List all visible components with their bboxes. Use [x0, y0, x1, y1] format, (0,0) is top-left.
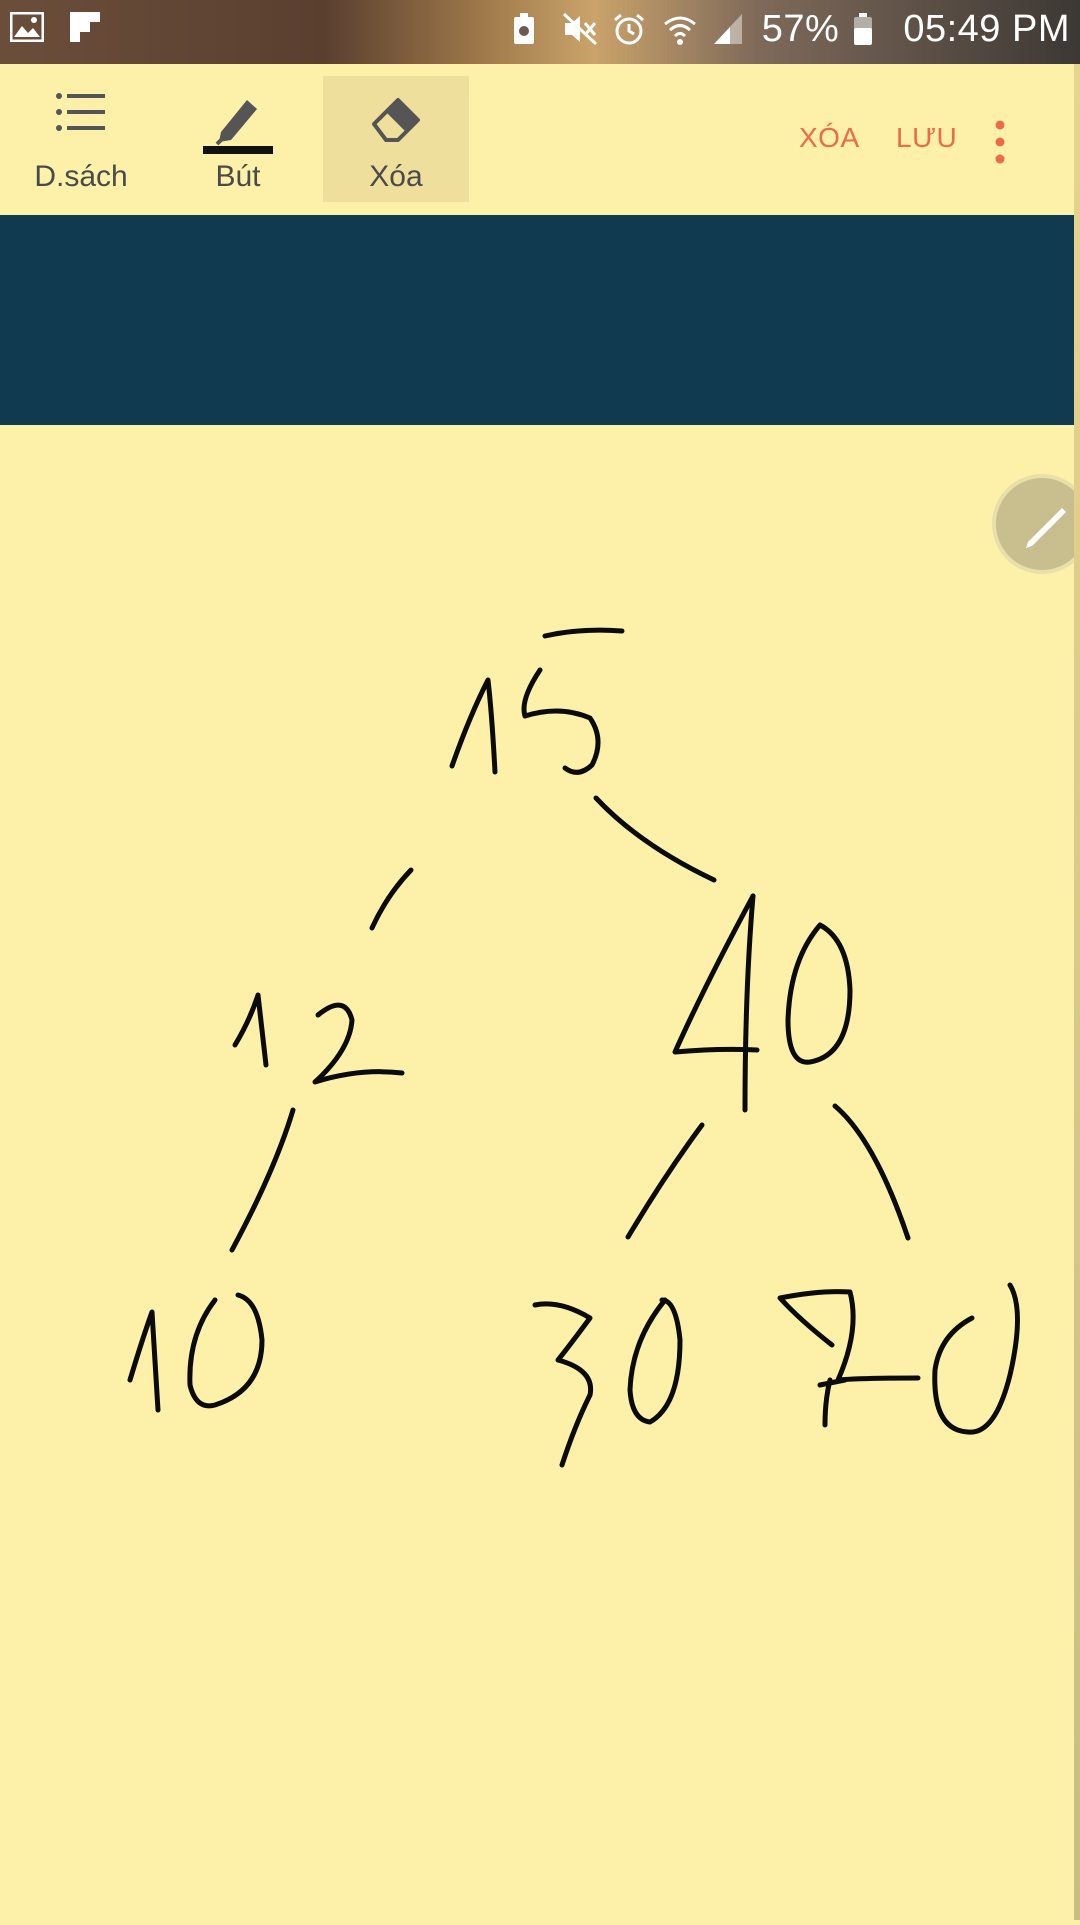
- flipboard-icon: [70, 12, 106, 48]
- list-icon: [55, 92, 107, 140]
- gallery-icon: [9, 11, 46, 48]
- eraser-icon: [368, 92, 424, 152]
- list-button[interactable]: D.sách: [8, 76, 154, 202]
- save-button[interactable]: LƯU: [896, 122, 958, 153]
- signal-icon: [712, 12, 748, 48]
- status-bar: 57% 05:49 PM: [0, 0, 1080, 64]
- pen-icon: [203, 92, 273, 162]
- battery-percent: 57%: [761, 8, 840, 50]
- list-label: D.sách: [34, 160, 128, 193]
- mute-icon: [562, 12, 598, 48]
- alarm-icon: [612, 12, 648, 48]
- drawing-canvas[interactable]: [0, 425, 1075, 1920]
- screen-edge: [1074, 64, 1080, 1920]
- toolbar: D.sách Bút Xóa XÓA LƯU: [0, 64, 1075, 215]
- eraser-label: Xóa: [369, 160, 423, 193]
- battery-icon: [853, 12, 889, 48]
- more-vert-icon[interactable]: [985, 119, 1015, 165]
- header-banner: [0, 215, 1075, 425]
- handwriting-tree-drawing: [127, 627, 1020, 1468]
- edit-fab[interactable]: [992, 474, 1080, 574]
- pen-label: Bút: [215, 160, 261, 193]
- wifi-icon: [662, 12, 698, 48]
- eraser-button[interactable]: Xóa: [323, 76, 469, 202]
- battery-saver-icon: [512, 12, 548, 48]
- pen-button[interactable]: Bút: [165, 76, 311, 202]
- clock: 05:49 PM: [903, 8, 1070, 50]
- clear-button[interactable]: XÓA: [799, 122, 860, 153]
